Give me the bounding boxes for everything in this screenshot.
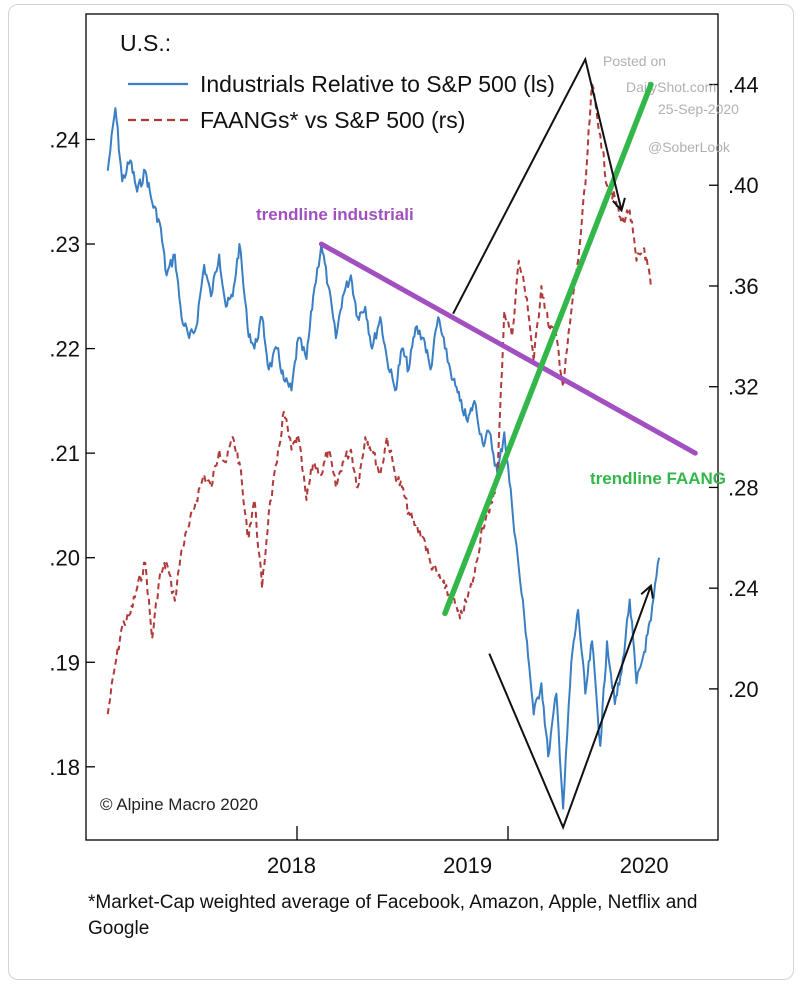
credit-text: © Alpine Macro 2020	[100, 795, 258, 814]
right-axis-tick-label: .24	[728, 576, 759, 601]
left-axis-tick-label: .21	[49, 441, 80, 466]
right-axis-tick-label: .36	[728, 274, 759, 299]
trough-arrow	[488, 585, 652, 831]
plot-area	[85, 13, 719, 841]
watermark-line-2: DailyShot.com	[626, 79, 716, 95]
annotation-trendline-faang: trendline FAANG	[590, 469, 726, 488]
annotation-trendline-industriali: trendline industriali	[256, 205, 414, 224]
right-axis-tick-label: .20	[728, 677, 759, 702]
left-axis-tick-label: .20	[49, 546, 80, 571]
chart-title: U.S.:	[120, 30, 171, 56]
chart-frame	[8, 4, 794, 980]
left-axis-tick-label: .18	[49, 755, 80, 780]
left-axis-tick-label: .23	[49, 232, 80, 257]
watermark-line-4: @SoberLook	[648, 139, 731, 155]
left-axis-tick-label: .22	[49, 337, 80, 362]
x-axis: 2018 2019 2020	[267, 853, 669, 878]
watermark-line-1: Posted on	[603, 53, 666, 69]
left-axis-tick-label: .24	[49, 127, 80, 152]
legend-label-industrials: Industrials Relative to S&P 500 (ls)	[200, 71, 555, 97]
x-axis-tick-label: 2020	[620, 853, 669, 878]
right-axis-tick-label: .28	[728, 475, 759, 500]
trough-arrowhead	[640, 583, 654, 599]
watermark-line-3: 25-Sep-2020	[658, 101, 739, 117]
footnote: *Market-Cap weighted average of Facebook…	[88, 892, 698, 939]
series-line-industrials	[106, 107, 661, 810]
peak-arrow	[452, 56, 623, 315]
trendline-faang	[442, 81, 654, 617]
right-axis-tick-label: .44	[728, 73, 759, 98]
x-axis-tick-label: 2019	[443, 853, 492, 878]
legend-label-faang: FAANGs* vs S&P 500 (rs)	[200, 107, 465, 133]
right-axis-tick-label: .40	[728, 173, 759, 198]
right-axis: .20 .24 .28 .32 .36 .40 .44	[709, 73, 759, 702]
trendline-industriali	[318, 241, 698, 456]
series-line-faang	[106, 83, 652, 715]
x-axis-tick-label: 2018	[267, 853, 316, 878]
peak-arrowhead	[612, 197, 626, 213]
left-axis: .18 .19 .20 .21 .22 .23 .24	[49, 127, 95, 780]
right-axis-tick-label: .32	[728, 375, 759, 400]
left-axis-tick-label: .19	[49, 650, 80, 675]
